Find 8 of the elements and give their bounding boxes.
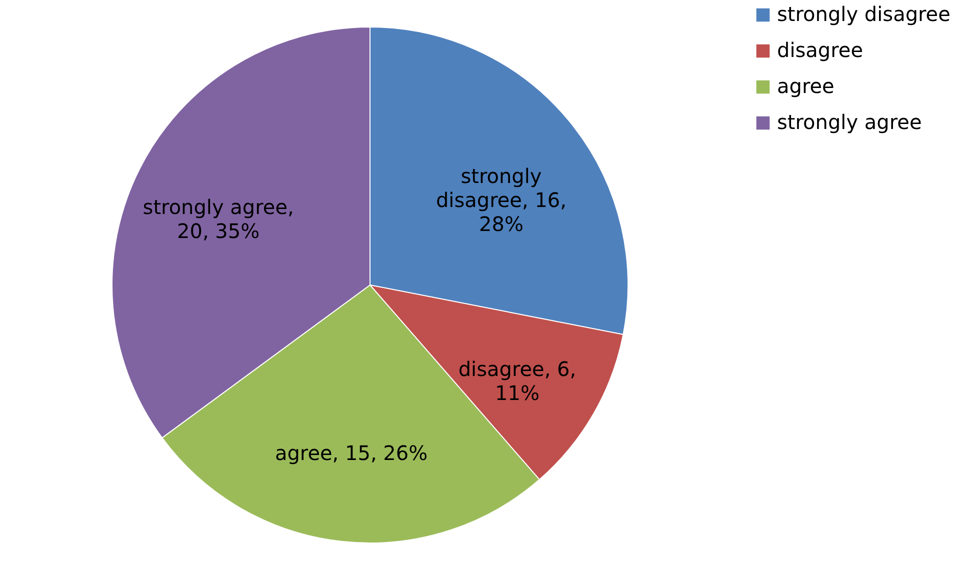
legend-label: strongly disagree: [777, 2, 950, 26]
data-label: disagree, 6, 11%: [458, 357, 576, 405]
legend-label: strongly agree: [777, 110, 922, 134]
legend-label: agree: [777, 74, 834, 98]
data-label: strongly agree, 20, 35%: [142, 195, 294, 244]
data-label: agree, 15, 26%: [274, 440, 428, 465]
data-label: strongly disagree, 16, 28%: [436, 164, 566, 236]
legend-label: disagree: [777, 38, 864, 62]
